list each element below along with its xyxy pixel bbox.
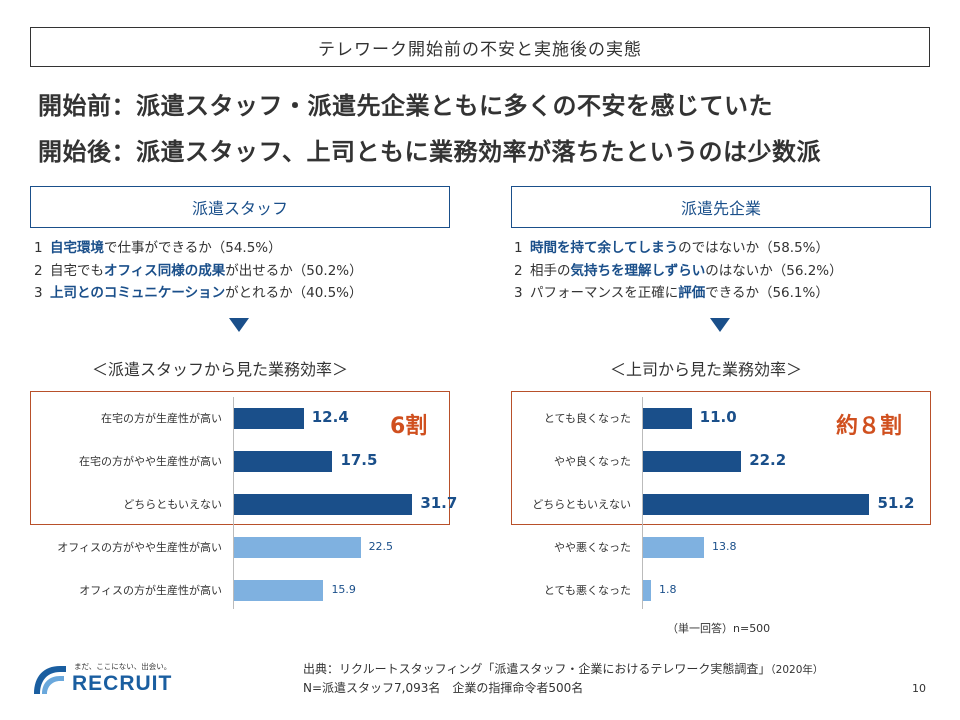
- logo-brand: RECRUIT: [72, 672, 173, 695]
- chart-category-label: とても悪くなった: [543, 584, 631, 597]
- source-citation: 出典：リクルートスタッフィング「派遣スタッフ・企業におけるテレワーク実態調査」（…: [303, 662, 824, 695]
- chart-bar: [643, 494, 870, 515]
- list-item: 1 時間を持て余してしまうのではないか（58.5%）: [514, 240, 829, 256]
- headline-before: 開始前：派遣スタッフ・派遣先企業ともに多くの不安を感じていた: [38, 92, 773, 120]
- manager-chart-axis: [642, 397, 643, 609]
- down-arrow-icon: [710, 318, 730, 332]
- company-concern-list: 1 時間を持て余してしまうのではないか（58.5%） 2 相手の気持ちを理解しずらい…: [514, 237, 843, 305]
- list-item: 2 相手の気持ちを理解しずらいのはないか（56.2%）: [514, 262, 843, 279]
- page-number: 10: [912, 682, 926, 695]
- chart-category-label: オフィスの方がやや生産性が高い: [57, 541, 222, 554]
- chart-category-label: やや悪くなった: [554, 541, 631, 554]
- manager-summary-label: 約８割: [836, 414, 903, 439]
- recruit-logo-mark-icon: [34, 666, 66, 694]
- manager-chart-title: ＜上司から見た業務効率＞: [610, 360, 803, 379]
- chart-value-label: 12.4: [311, 408, 349, 426]
- chart-bar: [234, 408, 304, 429]
- chart-category-label: どちらともいえない: [532, 498, 631, 511]
- staff-concern-list: 1 自宅環境で仕事ができるか（54.5%） 2 自宅でもオフィス同様の成果が出せるか…: [34, 237, 363, 305]
- chart-value-label: 31.7: [420, 494, 458, 512]
- staff-summary-label: 6割: [390, 414, 428, 439]
- down-arrow-icon: [229, 318, 249, 332]
- staff-chart-title: ＜派遣スタッフから見た業務効率＞: [92, 360, 349, 379]
- chart-value-label: 11.0: [699, 408, 737, 426]
- chart-bar: [234, 494, 413, 515]
- recruit-logo: まだ、ここにない、出会い。 RECRUIT: [30, 660, 180, 698]
- chart-value-label: 51.2: [877, 494, 915, 512]
- chart-value-label: 15.9: [331, 583, 356, 596]
- staff-highlight-box: [30, 391, 450, 525]
- chart-category-label: 在宅の方がやや生産性が高い: [79, 455, 222, 468]
- chart-bar: [234, 451, 333, 472]
- list-item: 1 自宅環境で仕事ができるか（54.5%）: [34, 240, 282, 256]
- headline-after: 開始後：派遣スタッフ、上司ともに業務効率が落ちたというのは少数派: [38, 138, 822, 166]
- chart-category-label: やや良くなった: [554, 455, 631, 468]
- chart-category-label: とても良くなった: [543, 412, 631, 425]
- chart-category-label: オフィスの方が生産性が高い: [79, 584, 222, 597]
- chart-bar: [643, 580, 651, 601]
- list-item: 3 パフォーマンスを正確に評価できるか（56.1%）: [514, 285, 829, 301]
- chart-bar: [643, 408, 692, 429]
- staff-panel-header: 派遣スタッフ: [30, 186, 450, 228]
- chart-value-label: 1.8: [658, 583, 677, 596]
- chart-bar: [643, 537, 705, 558]
- chart-value-label: 13.8: [712, 540, 737, 553]
- chart-value-label: 17.5: [340, 451, 378, 469]
- chart-bar: [234, 580, 324, 601]
- company-panel-header: 派遣先企業: [511, 186, 931, 228]
- chart-category-label: 在宅の方が生産性が高い: [101, 412, 222, 425]
- chart-value-label: 22.2: [749, 451, 787, 469]
- staff-chart-axis: [233, 397, 234, 609]
- logo-tagline: まだ、ここにない、出会い。: [74, 662, 172, 671]
- sample-note: （単一回答）n=500: [667, 622, 771, 635]
- manager-highlight-box: [511, 391, 931, 525]
- chart-bar: [234, 537, 361, 558]
- list-item: 2 自宅でもオフィス同様の成果が出せるか（50.2%）: [34, 262, 363, 279]
- chart-bar: [643, 451, 742, 472]
- chart-category-label: どちらともいえない: [123, 498, 222, 511]
- chart-value-label: 22.5: [368, 540, 394, 553]
- slide-title: テレワーク開始前の不安と実施後の実態: [30, 27, 930, 67]
- list-item: 3 上司とのコミュニケーションがとれるか（40.5%）: [34, 285, 363, 301]
